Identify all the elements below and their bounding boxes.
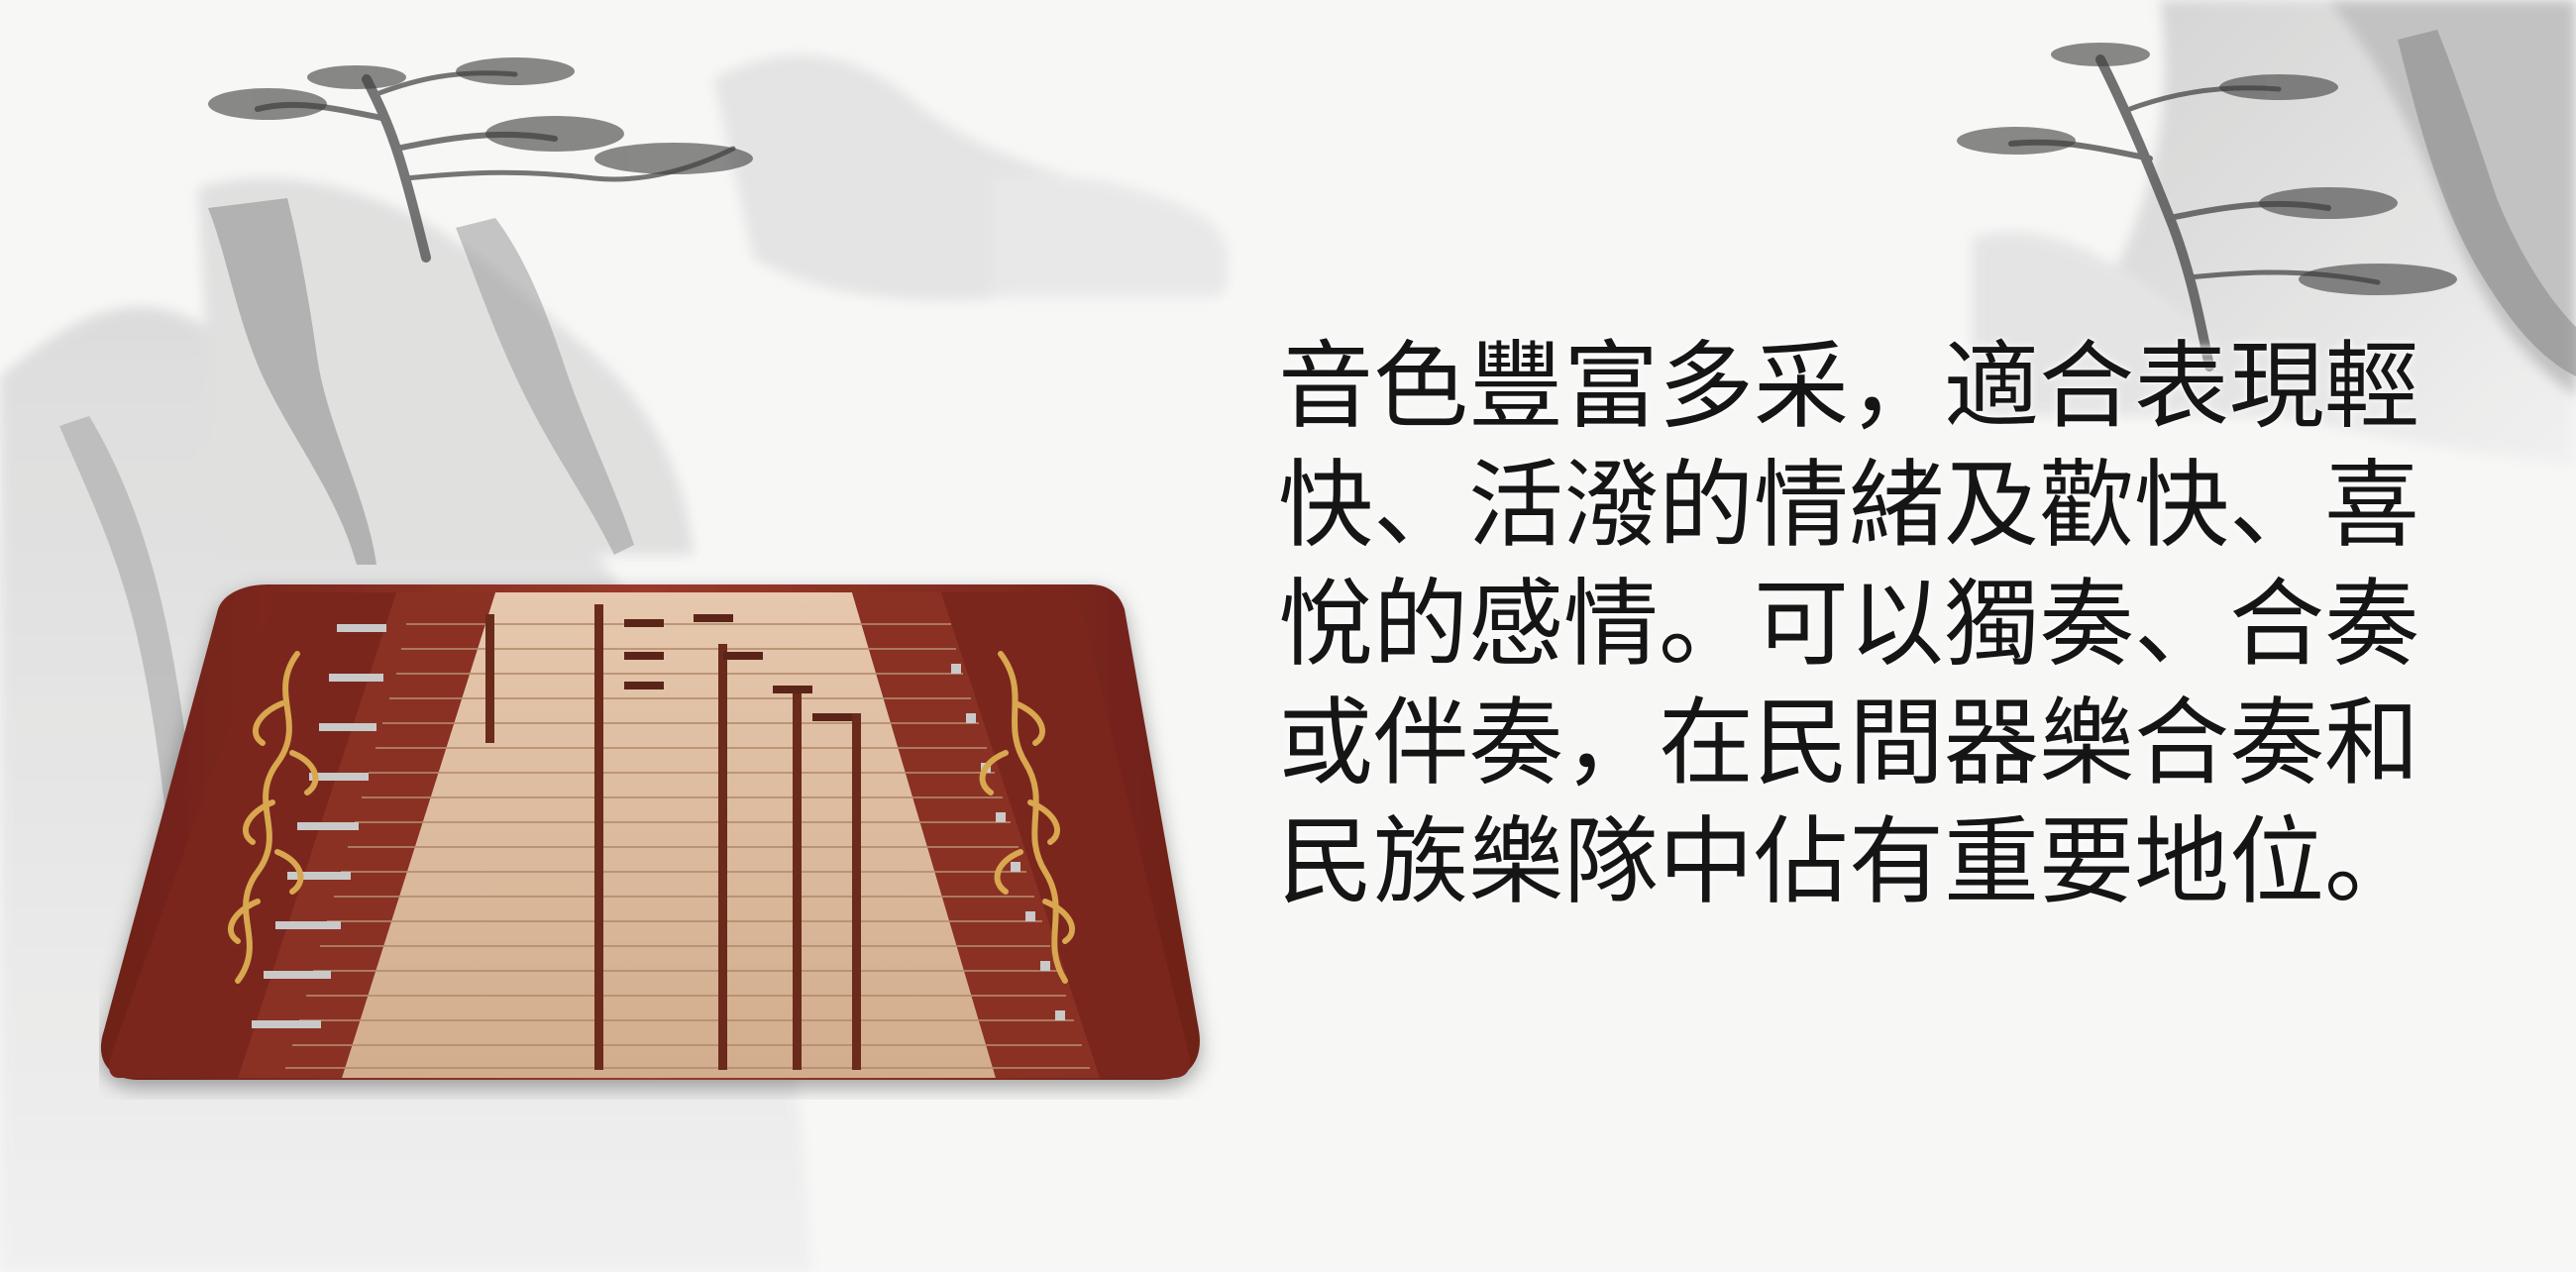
description-line-3: 悅的感情。可以獨奏、合奏 [1278,569,2419,680]
description-line-5: 民族樂隊中佔有重要地位。 [1278,806,2419,917]
description-text: 音色豐富多采，適合表現輕 快、活潑的情緒及歡快、喜 悅的感情。可以獨奏、合奏 或… [1278,327,2497,921]
description-line-2: 快、活潑的情緒及歡快、喜 [1278,450,2419,561]
description-line-4: 或伴奏，在民間器樂合奏和 [1278,688,2419,798]
gold-ornament-right [979,651,1076,984]
yangqin-dulcimer-image [100,584,1200,1080]
gold-ornament-left [227,651,319,984]
description-line-1: 音色豐富多采，適合表現輕 [1278,331,2419,442]
